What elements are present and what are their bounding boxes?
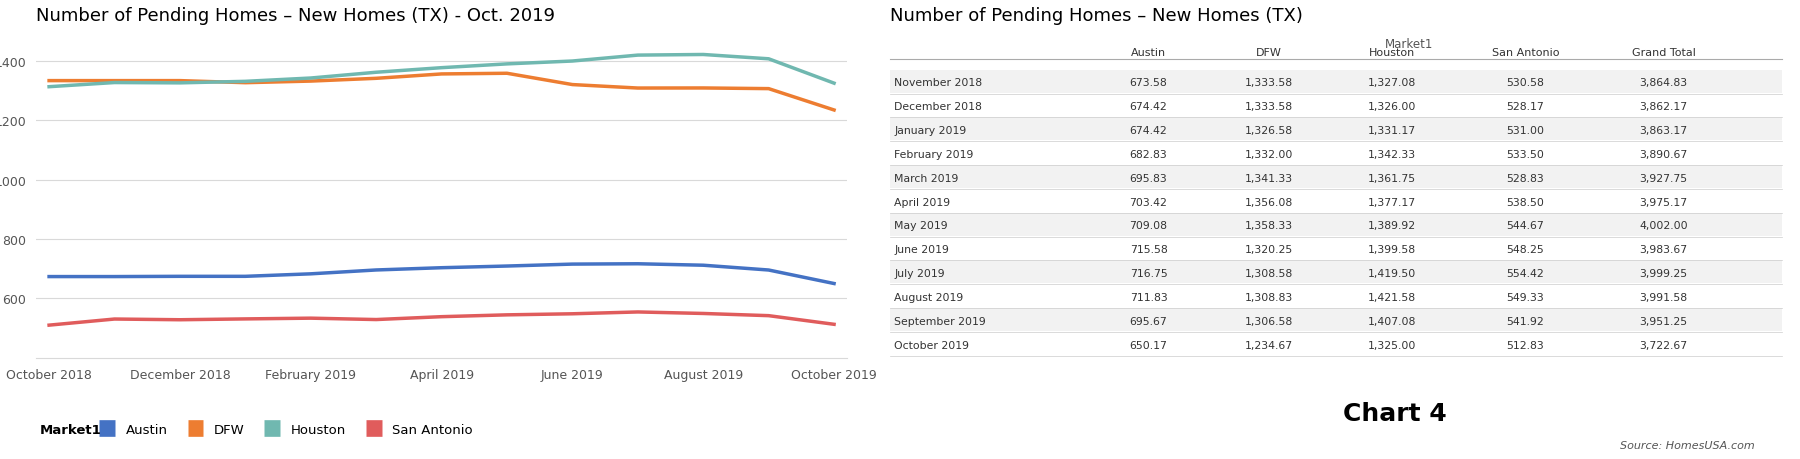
Text: 4,002.00: 4,002.00	[1640, 221, 1688, 231]
Text: Houston: Houston	[1368, 48, 1415, 58]
Text: 549.33: 549.33	[1507, 292, 1544, 302]
Text: March 2019: March 2019	[895, 174, 959, 183]
Text: 3,999.25: 3,999.25	[1640, 269, 1688, 279]
Text: Chart 4: Chart 4	[1343, 401, 1447, 425]
Text: 3,951.25: 3,951.25	[1640, 316, 1688, 326]
Text: 1,332.00: 1,332.00	[1246, 150, 1292, 160]
Text: September 2019: September 2019	[895, 316, 986, 326]
Text: 3,975.17: 3,975.17	[1640, 197, 1688, 207]
Text: 528.17: 528.17	[1507, 102, 1544, 112]
Text: 1,358.33: 1,358.33	[1246, 221, 1292, 231]
Text: 674.42: 674.42	[1130, 102, 1168, 112]
Text: Austin: Austin	[1130, 48, 1166, 58]
Text: 548.25: 548.25	[1507, 245, 1544, 255]
Text: 1,308.58: 1,308.58	[1246, 269, 1292, 279]
Text: 3,864.83: 3,864.83	[1640, 78, 1688, 88]
Text: Grand Total: Grand Total	[1633, 48, 1696, 58]
Text: February 2019: February 2019	[895, 150, 974, 160]
FancyBboxPatch shape	[889, 213, 1782, 236]
Text: 1,377.17: 1,377.17	[1368, 197, 1415, 207]
Text: 1,341.33: 1,341.33	[1246, 174, 1292, 183]
Text: 674.42: 674.42	[1130, 126, 1168, 136]
Text: 3,927.75: 3,927.75	[1640, 174, 1688, 183]
Text: December 2018: December 2018	[895, 102, 983, 112]
Text: November 2018: November 2018	[895, 78, 983, 88]
Text: 3,991.58: 3,991.58	[1640, 292, 1688, 302]
Text: 1,308.83: 1,308.83	[1246, 292, 1292, 302]
Text: October 2019: October 2019	[895, 340, 968, 350]
Text: 512.83: 512.83	[1507, 340, 1544, 350]
Text: 1,326.58: 1,326.58	[1246, 126, 1292, 136]
FancyBboxPatch shape	[889, 71, 1782, 94]
Text: April 2019: April 2019	[895, 197, 950, 207]
Text: DFW: DFW	[1256, 48, 1282, 58]
Text: 1,356.08: 1,356.08	[1246, 197, 1292, 207]
Text: 1,234.67: 1,234.67	[1246, 340, 1292, 350]
Text: 3,890.67: 3,890.67	[1640, 150, 1688, 160]
Text: 682.83: 682.83	[1130, 150, 1168, 160]
Text: 715.58: 715.58	[1130, 245, 1168, 255]
Text: 650.17: 650.17	[1130, 340, 1168, 350]
Text: 1,407.08: 1,407.08	[1368, 316, 1417, 326]
Text: 1,389.92: 1,389.92	[1368, 221, 1415, 231]
Text: 528.83: 528.83	[1507, 174, 1544, 183]
Text: 530.58: 530.58	[1507, 78, 1544, 88]
Text: 1,361.75: 1,361.75	[1368, 174, 1415, 183]
Text: 1,327.08: 1,327.08	[1368, 78, 1417, 88]
Text: 3,983.67: 3,983.67	[1640, 245, 1688, 255]
Text: 1,306.58: 1,306.58	[1246, 316, 1292, 326]
Text: 703.42: 703.42	[1130, 197, 1168, 207]
Text: 533.50: 533.50	[1507, 150, 1544, 160]
Text: 1,399.58: 1,399.58	[1368, 245, 1415, 255]
Text: 3,862.17: 3,862.17	[1640, 102, 1688, 112]
Text: San Antonio: San Antonio	[1492, 48, 1559, 58]
Text: 1,419.50: 1,419.50	[1368, 269, 1417, 279]
Text: August 2019: August 2019	[895, 292, 963, 302]
FancyBboxPatch shape	[889, 166, 1782, 189]
Text: Number of Pending Homes – New Homes (TX): Number of Pending Homes – New Homes (TX)	[889, 7, 1303, 25]
Text: 1,331.17: 1,331.17	[1368, 126, 1415, 136]
Text: 1,325.00: 1,325.00	[1368, 340, 1417, 350]
Text: 1,333.58: 1,333.58	[1246, 102, 1292, 112]
Text: 541.92: 541.92	[1507, 316, 1544, 326]
Text: 716.75: 716.75	[1130, 269, 1168, 279]
Text: Source: HomesUSA.com: Source: HomesUSA.com	[1620, 440, 1755, 450]
Text: 3,722.67: 3,722.67	[1640, 340, 1688, 350]
Text: Market1: Market1	[40, 423, 101, 436]
Text: 544.67: 544.67	[1507, 221, 1544, 231]
Legend: Austin, DFW, Houston, San Antonio: Austin, DFW, Houston, San Antonio	[99, 423, 473, 436]
Text: 709.08: 709.08	[1129, 221, 1168, 231]
Text: 1,320.25: 1,320.25	[1246, 245, 1292, 255]
Text: 531.00: 531.00	[1507, 126, 1544, 136]
Text: 695.83: 695.83	[1130, 174, 1168, 183]
FancyBboxPatch shape	[889, 261, 1782, 284]
Text: 1,342.33: 1,342.33	[1368, 150, 1415, 160]
Text: Market1: Market1	[1386, 38, 1433, 50]
Text: Number of Pending Homes – New Homes (TX) - Oct. 2019: Number of Pending Homes – New Homes (TX)…	[36, 7, 554, 25]
FancyBboxPatch shape	[889, 308, 1782, 331]
Text: May 2019: May 2019	[895, 221, 949, 231]
Text: 673.58: 673.58	[1130, 78, 1168, 88]
Text: 1,326.00: 1,326.00	[1368, 102, 1417, 112]
Text: 538.50: 538.50	[1507, 197, 1544, 207]
Text: 1,421.58: 1,421.58	[1368, 292, 1415, 302]
Text: 3,863.17: 3,863.17	[1640, 126, 1688, 136]
Text: 695.67: 695.67	[1130, 316, 1168, 326]
Text: 1,333.58: 1,333.58	[1246, 78, 1292, 88]
Text: June 2019: June 2019	[895, 245, 949, 255]
FancyBboxPatch shape	[889, 118, 1782, 141]
Text: 711.83: 711.83	[1130, 292, 1168, 302]
Text: January 2019: January 2019	[895, 126, 967, 136]
Text: 554.42: 554.42	[1507, 269, 1544, 279]
Text: July 2019: July 2019	[895, 269, 945, 279]
